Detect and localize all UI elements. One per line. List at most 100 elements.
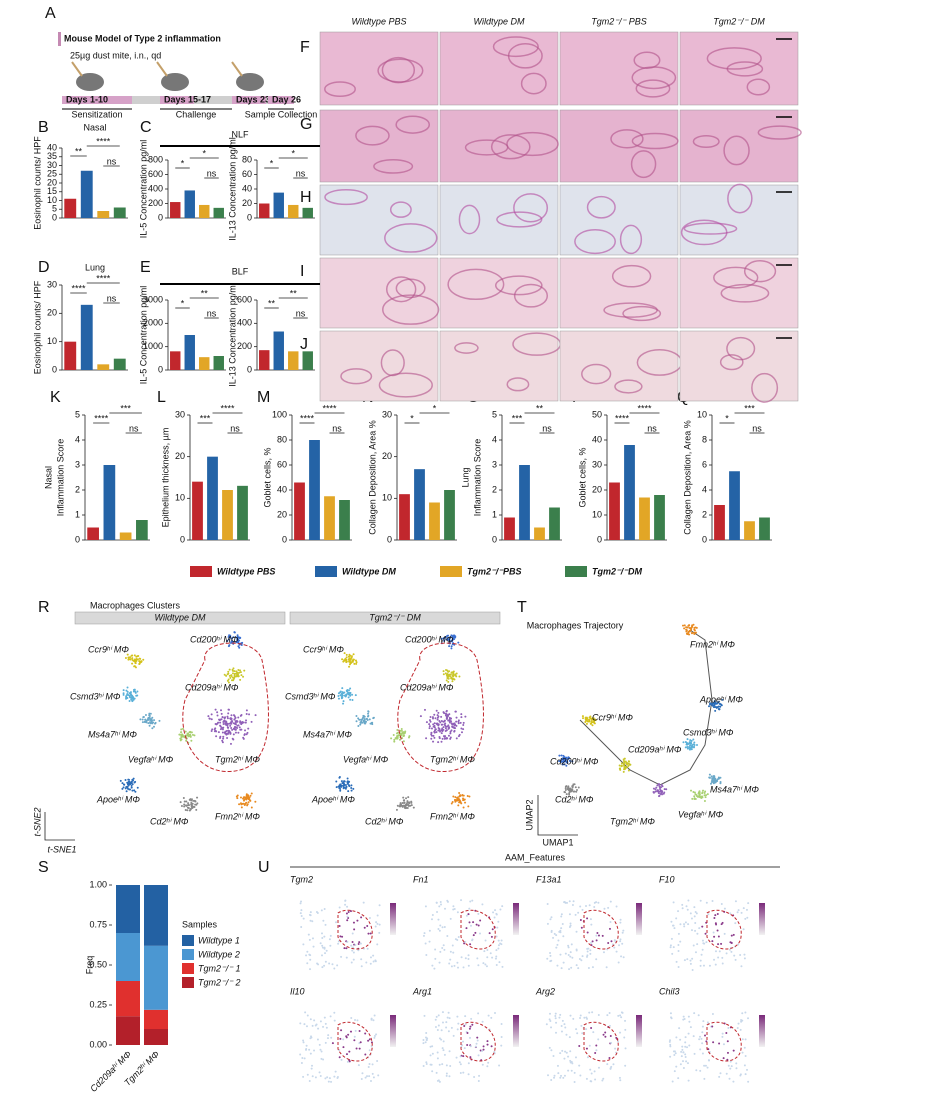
- panel-letter: U: [258, 859, 270, 876]
- cell-dot: [447, 677, 450, 680]
- cell-dot: [403, 732, 406, 735]
- cell-dot: [323, 964, 326, 967]
- cell-dot: [376, 1059, 379, 1062]
- cell-dot: [564, 901, 567, 904]
- cell-dot: [627, 765, 630, 768]
- cell-dot: [552, 1054, 555, 1057]
- cell-dot: [585, 722, 588, 725]
- cell-dot: [624, 1064, 627, 1067]
- cell-dot: [484, 939, 487, 942]
- cell-dot: [571, 760, 574, 763]
- cell-dot: [350, 961, 353, 964]
- column-header: Tgm2⁻/⁻ DM: [713, 16, 765, 26]
- y-axis-label: IL-5 Concentration pg/ml: [138, 140, 148, 239]
- cell-dot: [452, 678, 455, 681]
- y-axis-label: Eosinophil counts/ HPF: [32, 136, 42, 230]
- cell-dot: [133, 665, 136, 668]
- cell-dot: [455, 720, 458, 723]
- cell-dot: [328, 962, 331, 965]
- cell-dot: [402, 740, 405, 743]
- cell-dot: [354, 1029, 357, 1032]
- bar: [184, 335, 195, 370]
- cell-dot: [461, 1044, 464, 1047]
- cell-dot: [710, 782, 713, 785]
- cell-dot: [661, 790, 664, 793]
- y-tick-label: 3: [75, 459, 80, 469]
- cell-dot: [398, 738, 401, 741]
- cell-dot: [584, 720, 587, 723]
- cell-dot: [461, 1040, 464, 1043]
- y-tick-label: 0: [492, 534, 497, 544]
- cell-dot: [338, 776, 341, 779]
- cell-dot: [713, 699, 716, 702]
- cell-dot: [595, 934, 598, 937]
- cell-dot: [482, 1048, 485, 1051]
- cell-dot: [132, 688, 135, 691]
- cell-dot: [131, 694, 134, 697]
- cell-dot: [608, 1011, 611, 1014]
- cell-dot: [180, 804, 183, 807]
- cell-dot: [565, 764, 568, 767]
- cell-dot: [227, 712, 230, 715]
- cell-dot: [254, 714, 257, 717]
- cell-dot: [606, 1014, 609, 1017]
- cell-dot: [707, 913, 710, 916]
- cell-dot: [237, 645, 240, 648]
- cell-dot: [445, 668, 448, 671]
- cell-dot: [652, 790, 655, 793]
- tissue: [355, 125, 390, 146]
- cell-dot: [234, 728, 237, 731]
- y-tick-label: 3: [492, 459, 497, 469]
- cell-dot: [703, 1077, 706, 1080]
- cell-dot: [555, 946, 558, 949]
- cell-dot: [441, 1047, 444, 1050]
- cell-dot: [313, 1049, 316, 1052]
- cell-dot: [441, 1063, 444, 1066]
- cell-dot: [550, 1078, 553, 1081]
- cell-dot: [617, 961, 620, 964]
- cell-dot: [221, 728, 224, 731]
- cell-dot: [592, 721, 595, 724]
- cell-dot: [586, 917, 589, 920]
- cell-dot: [396, 729, 399, 732]
- bar: [64, 341, 77, 370]
- cell-dot: [463, 798, 466, 801]
- cell-dot: [703, 942, 706, 945]
- cell-dot: [712, 931, 715, 934]
- cell-dot: [230, 675, 233, 678]
- cell-dot: [343, 947, 346, 950]
- cell-dot: [324, 1041, 327, 1044]
- cell-dot: [588, 720, 591, 723]
- cell-dot: [315, 910, 318, 913]
- cell-dot: [158, 719, 161, 722]
- cell-dot: [469, 943, 472, 946]
- cell-dot: [125, 689, 128, 692]
- cell-dot: [317, 1027, 320, 1030]
- cell-dot: [350, 1016, 353, 1019]
- cell-dot: [185, 800, 188, 803]
- cell-dot: [434, 948, 437, 951]
- y-axis-label: IL-13 Concentration pg/ml: [227, 283, 237, 387]
- tissue: [723, 135, 750, 166]
- cell-dot: [448, 1075, 451, 1078]
- cell-dot: [707, 1048, 710, 1051]
- cell-dot: [479, 919, 482, 922]
- cell-dot: [245, 801, 248, 804]
- stage-label: Sample Collection: [245, 109, 318, 119]
- cell-dot: [657, 792, 660, 795]
- cell-dot: [439, 730, 442, 733]
- tissue: [743, 260, 777, 283]
- stack-segment: [144, 885, 168, 946]
- cell-dot: [424, 942, 427, 945]
- cell-dot: [357, 724, 360, 727]
- cell-dot: [136, 786, 139, 789]
- cell-dot: [407, 803, 410, 806]
- cell-dot: [452, 908, 455, 911]
- colorbar: [636, 903, 642, 935]
- cell-dot: [717, 956, 720, 959]
- cell-dot: [346, 688, 349, 691]
- cell-dot: [239, 669, 242, 672]
- cell-dot: [737, 1022, 740, 1025]
- cell-dot: [309, 958, 312, 961]
- cell-dot: [570, 943, 573, 946]
